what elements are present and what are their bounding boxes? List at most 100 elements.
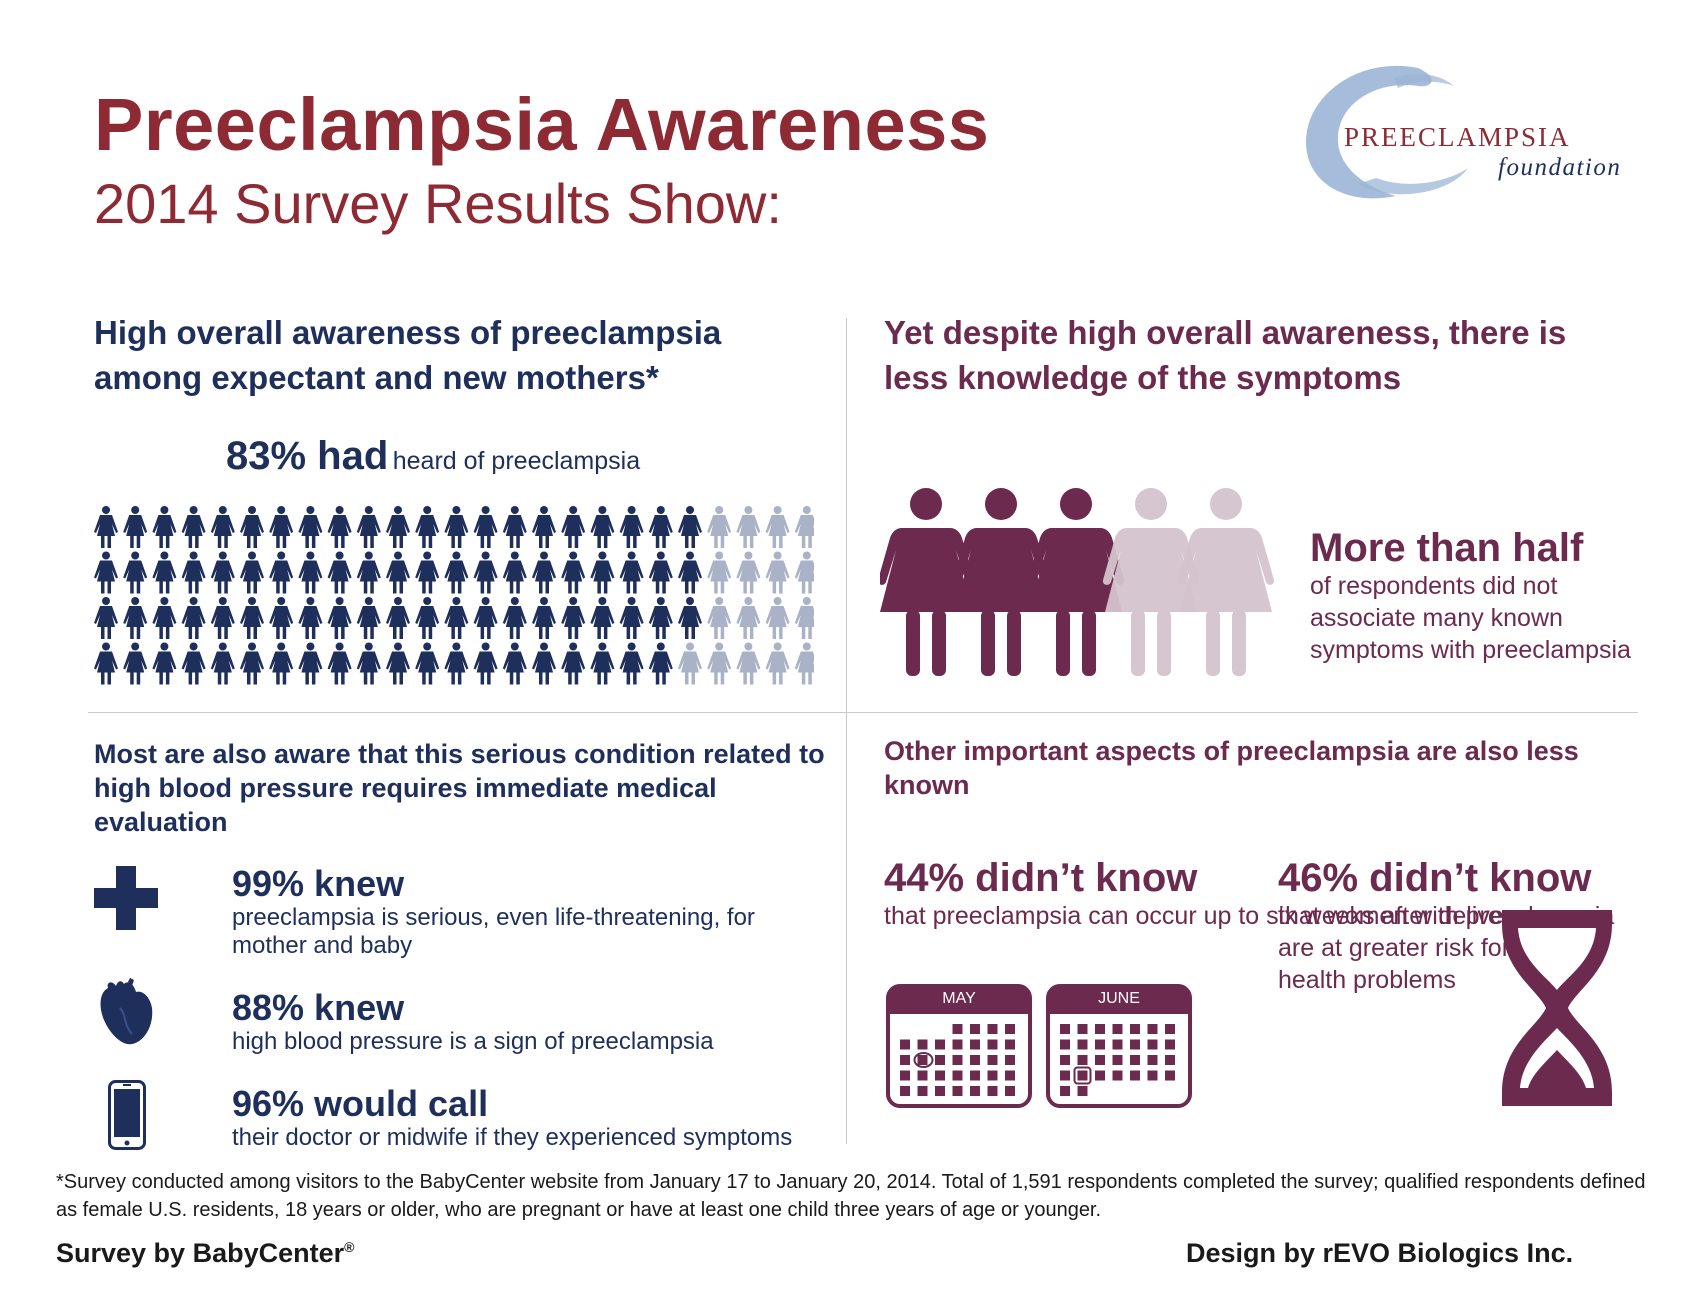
person-icon bbox=[386, 597, 410, 639]
preeclampsia-foundation-logo: PREECLAMPSIA foundation bbox=[1298, 56, 1638, 206]
person-icon bbox=[532, 642, 556, 685]
woman-icon bbox=[880, 488, 975, 676]
person-icon bbox=[707, 551, 732, 594]
person-icon bbox=[678, 642, 702, 685]
stat-postpartum-label: that preeclampsia can occur up to six we… bbox=[884, 902, 1525, 930]
person-icon bbox=[648, 597, 673, 639]
person-icon bbox=[356, 506, 381, 548]
woman-icon bbox=[1102, 488, 1200, 676]
women-pictogram bbox=[880, 488, 1275, 676]
person-icon bbox=[94, 597, 118, 639]
person-icon bbox=[502, 506, 527, 548]
person-icon bbox=[619, 597, 644, 639]
person-icon bbox=[736, 551, 761, 594]
person-icon bbox=[794, 642, 814, 685]
person-icon bbox=[532, 506, 556, 548]
person-icon bbox=[648, 642, 673, 685]
person-icon bbox=[123, 642, 148, 685]
more-than-half-label: of respondents did not associate many kn… bbox=[1310, 572, 1631, 664]
person-icon bbox=[473, 597, 498, 639]
person-icon bbox=[386, 506, 410, 548]
person-icon bbox=[794, 597, 814, 639]
person-icon bbox=[327, 506, 352, 548]
awareness-heading: High overall awareness of preeclampsia a… bbox=[94, 314, 722, 396]
person-icon bbox=[298, 597, 323, 639]
person-icon bbox=[240, 597, 264, 639]
person-icon bbox=[240, 551, 264, 594]
person-icon bbox=[444, 642, 469, 685]
person-icon bbox=[794, 506, 814, 548]
person-icon bbox=[269, 642, 294, 685]
person-icon bbox=[123, 597, 148, 639]
person-icon bbox=[678, 551, 702, 594]
person-icon bbox=[590, 597, 615, 639]
person-icon bbox=[415, 597, 440, 639]
person-icon bbox=[765, 551, 790, 594]
person-icon bbox=[386, 642, 410, 685]
stat-blood-pressure-label: high blood pressure is a sign of preecla… bbox=[232, 1028, 714, 1055]
woman-icon bbox=[1027, 488, 1125, 676]
person-icon bbox=[356, 642, 381, 685]
person-icon bbox=[181, 506, 206, 548]
person-icon bbox=[619, 506, 644, 548]
calendar-june-label: JUNE bbox=[1098, 990, 1140, 1007]
person-icon bbox=[210, 597, 235, 639]
person-icon bbox=[532, 597, 556, 639]
person-icon bbox=[678, 506, 702, 548]
person-icon bbox=[269, 597, 294, 639]
person-icon bbox=[473, 506, 498, 548]
person-icon bbox=[619, 551, 644, 594]
person-icon bbox=[502, 642, 527, 685]
stat-postpartum-value: 44% didn’t know bbox=[884, 856, 1198, 900]
stat-would-call: 96% would call their doctor or midwife i… bbox=[232, 1084, 852, 1152]
person-icon bbox=[532, 551, 556, 594]
person-icon bbox=[707, 506, 732, 548]
person-icon bbox=[736, 642, 761, 685]
phone-icon bbox=[108, 1080, 146, 1150]
person-icon bbox=[736, 506, 761, 548]
person-icon bbox=[444, 551, 469, 594]
stat-postpartum: 44% didn’t know that preeclampsia can oc… bbox=[884, 856, 1525, 932]
registered-mark: ® bbox=[344, 1239, 355, 1255]
person-icon bbox=[94, 642, 118, 685]
woman-icon bbox=[952, 488, 1050, 676]
person-icon bbox=[415, 642, 440, 685]
person-icon bbox=[356, 551, 381, 594]
person-icon bbox=[152, 551, 177, 594]
person-icon bbox=[444, 506, 469, 548]
person-icon bbox=[561, 597, 586, 639]
people-grid-pictogram bbox=[94, 506, 814, 685]
person-icon bbox=[327, 551, 352, 594]
person-icon bbox=[152, 506, 177, 548]
stat-serious-value: 99% knew bbox=[232, 863, 405, 904]
person-icon bbox=[181, 597, 206, 639]
logo-text-sub: foundation bbox=[1498, 154, 1622, 181]
person-icon bbox=[240, 642, 264, 685]
person-icon bbox=[210, 506, 235, 548]
person-icon bbox=[502, 597, 527, 639]
person-icon bbox=[765, 506, 790, 548]
person-icon bbox=[794, 551, 814, 594]
person-icon bbox=[415, 551, 440, 594]
person-icon bbox=[619, 642, 644, 685]
stat-serious: 99% knew preeclampsia is serious, even l… bbox=[232, 864, 832, 960]
stat-blood-pressure: 88% knew high blood pressure is a sign o… bbox=[232, 988, 832, 1056]
stat-future-risk-value: 46% didn’t know bbox=[1278, 856, 1592, 900]
horizontal-divider bbox=[88, 712, 1638, 713]
other-aspects-heading: Other important aspects of preeclampsia … bbox=[884, 736, 1579, 800]
calendar-may-icon: MAY bbox=[886, 984, 1032, 1108]
page-subtitle: 2014 Survey Results Show: bbox=[94, 172, 782, 235]
person-icon bbox=[765, 597, 790, 639]
person-icon bbox=[210, 642, 235, 685]
person-icon bbox=[386, 551, 410, 594]
person-icon bbox=[590, 506, 615, 548]
more-than-half-stat: More than half of respondents did not as… bbox=[1310, 526, 1650, 666]
survey-credit: Survey by BabyCenter® bbox=[56, 1238, 354, 1269]
stat-would-call-label: their doctor or midwife if they experien… bbox=[232, 1124, 793, 1151]
person-icon bbox=[561, 551, 586, 594]
person-icon bbox=[94, 551, 118, 594]
person-icon bbox=[298, 551, 323, 594]
more-than-half-value: More than half bbox=[1310, 526, 1584, 570]
heard-stat: 83% had heard of preeclampsia bbox=[226, 434, 640, 479]
person-icon bbox=[648, 506, 673, 548]
